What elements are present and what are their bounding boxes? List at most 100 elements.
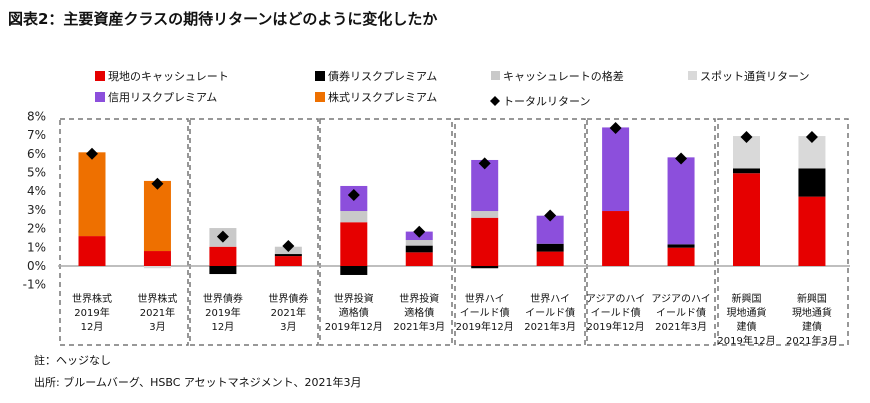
category-label: 新興国 bbox=[732, 292, 762, 305]
group-box bbox=[717, 118, 849, 346]
total-return-marker bbox=[478, 157, 491, 170]
chart-note: 註：ヘッジなし bbox=[34, 354, 111, 367]
bar-segment bbox=[667, 247, 695, 266]
category-label: 2021年3月 bbox=[393, 320, 445, 333]
category-label: 2019年12月 bbox=[717, 334, 775, 347]
bar-segment bbox=[733, 168, 760, 174]
category-label: 世界債券 bbox=[268, 292, 308, 305]
bar-segment bbox=[602, 211, 630, 266]
bar-segment bbox=[667, 157, 695, 245]
category-label: 適格債 bbox=[404, 306, 434, 319]
total-return-marker bbox=[347, 188, 360, 201]
total-return-marker bbox=[805, 130, 818, 143]
legend-swatch bbox=[95, 71, 105, 81]
total-return-marker bbox=[216, 230, 229, 243]
category-label: 現地通貨 bbox=[727, 306, 767, 319]
bar-segment bbox=[798, 196, 826, 266]
total-return-marker bbox=[740, 130, 753, 143]
bar-segment bbox=[78, 236, 106, 266]
category-label: 3月 bbox=[149, 321, 165, 333]
y-tick-label: 5% bbox=[27, 166, 46, 180]
legend-diamond bbox=[490, 96, 500, 106]
bar-segment bbox=[733, 173, 760, 266]
category-label: アジアのハイ bbox=[586, 294, 645, 305]
y-tick-label: 8% bbox=[27, 109, 46, 123]
category-label: イールド債 bbox=[525, 306, 575, 319]
category-label: イールド債 bbox=[591, 306, 641, 319]
category-label: 世界株式 bbox=[137, 292, 177, 305]
bar-segment bbox=[143, 266, 171, 269]
bar-segment bbox=[602, 127, 630, 212]
category-label: 3月 bbox=[280, 321, 296, 333]
y-tick-label: 6% bbox=[27, 147, 46, 161]
category-label: 2021年3月 bbox=[655, 320, 707, 333]
group-box bbox=[586, 118, 716, 346]
bar-segment bbox=[274, 254, 302, 257]
category-label: 世界投資 bbox=[334, 292, 374, 305]
y-tick-label: -1% bbox=[23, 278, 46, 292]
legend-label: トータルリターン bbox=[503, 95, 590, 108]
total-return-marker bbox=[675, 152, 688, 165]
category-label: 2019年 bbox=[74, 306, 109, 319]
bar-segment bbox=[209, 246, 237, 266]
category-label: 12月 bbox=[81, 321, 104, 333]
category-label: 建債 bbox=[737, 320, 757, 333]
category-label: 世界投資 bbox=[399, 292, 439, 305]
bar-segment bbox=[536, 251, 564, 266]
bar-segment bbox=[340, 211, 368, 223]
legend-swatch bbox=[688, 71, 697, 80]
category-label: 2019年12月 bbox=[456, 320, 514, 333]
total-return-marker bbox=[413, 225, 426, 238]
bar-segment bbox=[78, 152, 106, 237]
bar-segment bbox=[143, 180, 171, 252]
y-tick-label: 4% bbox=[27, 184, 46, 198]
group-box bbox=[189, 118, 319, 346]
category-label: 12月 bbox=[212, 321, 235, 333]
total-return-marker bbox=[151, 177, 164, 190]
bar-segment bbox=[798, 168, 826, 197]
category-label: アジアのハイ bbox=[651, 294, 710, 305]
legend-swatch bbox=[95, 92, 105, 102]
bar-segment bbox=[340, 266, 368, 275]
category-label: イールド債 bbox=[460, 306, 510, 319]
legend-label: 株式リスクプレミアム bbox=[328, 90, 437, 104]
bar-segment bbox=[405, 245, 433, 253]
y-tick-label: 0% bbox=[27, 259, 46, 273]
bar-segment bbox=[405, 252, 433, 266]
y-tick-label: 3% bbox=[27, 203, 46, 217]
bar-segment bbox=[143, 251, 171, 266]
bar-segment bbox=[667, 244, 695, 248]
bar-segment bbox=[340, 222, 368, 266]
category-label: 世界債券 bbox=[203, 292, 243, 305]
category-label: 建債 bbox=[802, 320, 822, 333]
legend-label: 現地のキャッシュレート bbox=[108, 70, 229, 83]
legend-label: スポット通貨リターン bbox=[700, 69, 809, 83]
legend-swatch bbox=[315, 92, 325, 102]
group-box bbox=[319, 118, 453, 346]
legend-label: キャッシュレートの格差 bbox=[503, 69, 624, 83]
legend-label: 債券リスクプレミアム bbox=[328, 69, 437, 83]
legend-swatch bbox=[315, 71, 325, 81]
bar-segment bbox=[405, 240, 433, 246]
category-label: 2021年3月 bbox=[786, 334, 838, 347]
category-label: 世界株式 bbox=[72, 292, 112, 305]
y-tick-label: 7% bbox=[27, 128, 46, 142]
category-label: 2021年3月 bbox=[524, 320, 576, 333]
legend-label: 信用リスクプレミアム bbox=[108, 91, 217, 104]
chart-title: 図表2：主要資産クラスの期待リターンはどのように変化したか bbox=[8, 10, 438, 28]
group-box bbox=[59, 118, 189, 346]
category-label: 2019年12月 bbox=[325, 320, 383, 333]
total-return-marker bbox=[282, 239, 295, 252]
category-label: 現地通貨 bbox=[792, 306, 832, 319]
y-tick-label: 1% bbox=[27, 240, 46, 254]
bar-segment bbox=[471, 266, 499, 269]
chart-source: 出所: ブルームバーグ、HSBC アセットマネジメント、2021年3月 bbox=[34, 376, 362, 389]
category-label: 新興国 bbox=[797, 292, 827, 305]
legend-swatch bbox=[491, 71, 500, 80]
total-return-marker bbox=[609, 121, 622, 134]
stacked-bar-chart: -1%0%1%2%3%4%5%6%7%8%世界株式2019年12月世界株式202… bbox=[23, 69, 850, 347]
category-label: 世界ハイ bbox=[530, 293, 570, 305]
y-tick-label: 2% bbox=[27, 222, 46, 236]
category-label: 2021年 bbox=[271, 306, 306, 319]
